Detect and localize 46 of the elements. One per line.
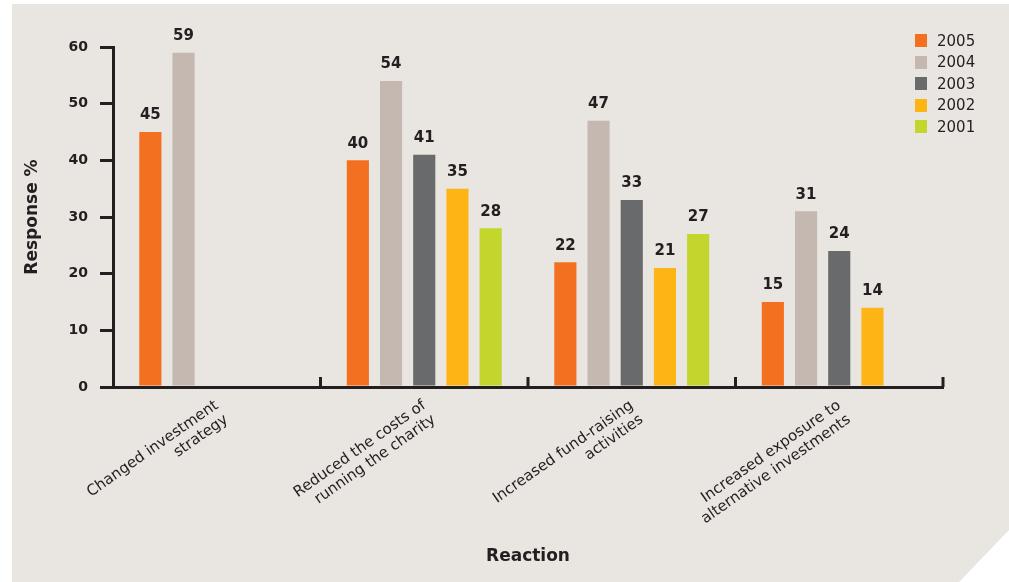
y-tick-label: 20 — [68, 264, 89, 281]
data-label: 24 — [828, 224, 850, 243]
bar — [828, 251, 851, 386]
data-label: 27 — [687, 207, 709, 226]
data-label: 47 — [588, 94, 609, 113]
y-axis-title: Response % — [20, 159, 41, 275]
y-tick-label: 30 — [68, 207, 89, 224]
bar — [346, 160, 369, 386]
data-label: 54 — [380, 54, 402, 73]
bar — [554, 262, 577, 386]
bar — [794, 211, 818, 386]
y-tick-label: 0 — [78, 377, 89, 394]
data-label: 21 — [654, 241, 676, 260]
bar — [139, 132, 162, 386]
data-label: 40 — [347, 133, 369, 152]
data-label: 35 — [447, 162, 468, 181]
legend-label: 2001 — [937, 117, 976, 136]
bar — [620, 200, 643, 386]
data-label: 15 — [762, 275, 784, 294]
bar — [861, 307, 884, 386]
data-label: 22 — [554, 235, 576, 254]
data-label: 28 — [480, 201, 502, 220]
y-tick-label: 40 — [68, 150, 89, 167]
data-label: 14 — [862, 281, 883, 300]
bar — [379, 81, 403, 386]
x-axis-title: Reaction — [486, 545, 570, 566]
bar — [446, 188, 469, 386]
data-label: 31 — [795, 184, 817, 203]
legend-label: 2003 — [937, 74, 976, 93]
legend-label: 2002 — [937, 96, 976, 115]
y-tick-label: 50 — [68, 94, 89, 111]
data-label: 45 — [139, 105, 161, 124]
legend-label: 2004 — [937, 53, 976, 72]
data-label: 41 — [413, 128, 435, 147]
data-label: 33 — [621, 173, 643, 192]
bar — [587, 120, 610, 386]
bar — [479, 228, 502, 386]
data-label: 59 — [173, 26, 194, 45]
bar — [172, 52, 195, 386]
y-tick-label: 60 — [68, 37, 89, 54]
bar — [413, 154, 436, 386]
bar — [653, 268, 677, 386]
legend-label: 2005 — [937, 31, 976, 50]
bar — [761, 302, 784, 386]
bar — [687, 234, 710, 386]
y-tick-label: 10 — [68, 320, 89, 337]
